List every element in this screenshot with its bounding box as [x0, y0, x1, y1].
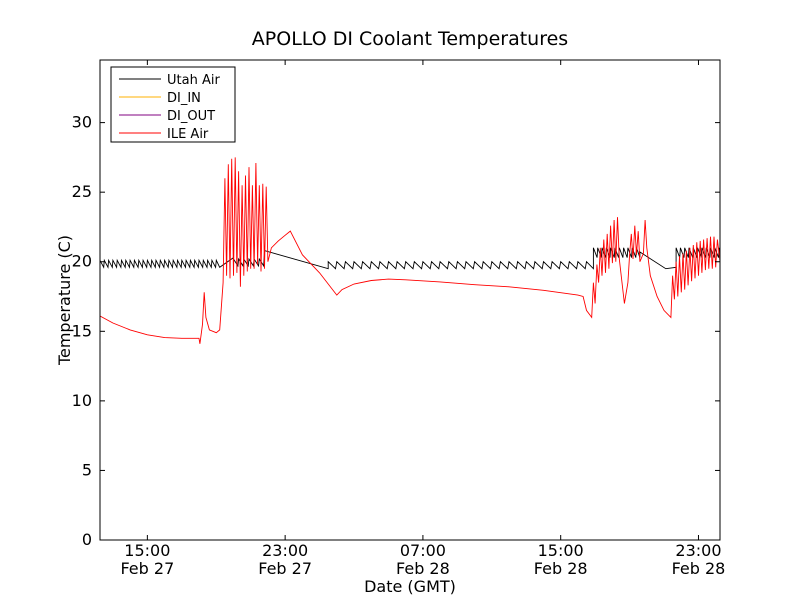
legend-label-utah-air: Utah Air [167, 73, 220, 88]
x-tick-label-date: Feb 28 [672, 559, 726, 578]
y-tick-label: 30 [72, 113, 92, 132]
series-layer [100, 157, 720, 344]
legend: Utah Air DI_IN DI_OUT ILE Air [110, 66, 236, 143]
series-line-ile-air [100, 157, 720, 344]
x-tick-label-time: 15:00 [538, 541, 584, 560]
series-line-utah-air [100, 247, 720, 270]
y-axis-label: Temperature (C) [55, 235, 74, 366]
x-tick-label-date: Feb 27 [258, 559, 312, 578]
y-tick-label: 0 [82, 530, 92, 549]
x-tick-label-time: 23:00 [262, 541, 308, 560]
chart-title: APOLLO DI Coolant Temperatures [252, 28, 568, 50]
legend-label-ile-air: ILE Air [167, 127, 209, 142]
legend-label-di-out: DI_OUT [167, 109, 215, 124]
y-tick-label: 10 [72, 391, 92, 410]
y-tick-label: 20 [72, 252, 92, 271]
legend-label-di-in: DI_IN [167, 91, 201, 106]
x-tick-label-date: Feb 28 [534, 559, 588, 578]
y-tick-label: 15 [72, 321, 92, 340]
plot-frame [99, 59, 721, 541]
x-axis-label: Date (GMT) [364, 577, 456, 596]
x-tick-label-time: 15:00 [124, 541, 170, 560]
x-tick-label-date: Feb 27 [120, 559, 174, 578]
y-tick-label: 5 [82, 460, 92, 479]
x-tick-label-time: 07:00 [400, 541, 446, 560]
x-tick-label-date: Feb 28 [396, 559, 450, 578]
x-tick-label-time: 23:00 [675, 541, 721, 560]
y-tick-label: 25 [72, 182, 92, 201]
